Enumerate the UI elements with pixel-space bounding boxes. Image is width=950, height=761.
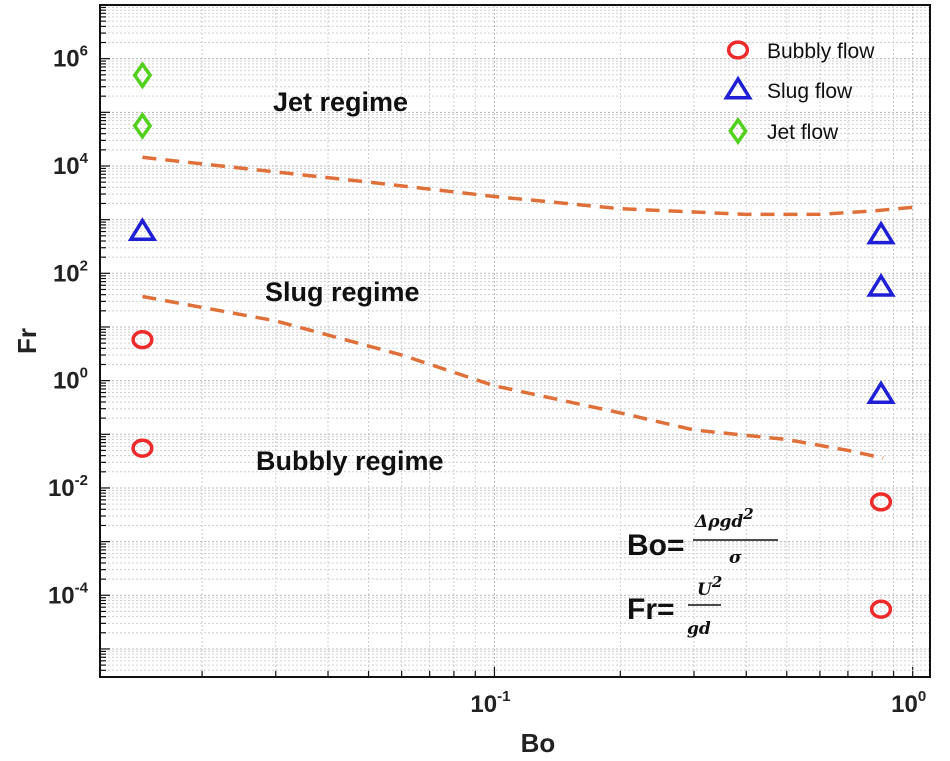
slug-flow-point — [127, 217, 158, 242]
legend-circle-symbol — [726, 40, 750, 60]
regime-label: Bubbly regime — [256, 446, 444, 476]
fr-formula-numerator: U2 — [697, 573, 722, 600]
bo-formula-denominator: σ — [729, 548, 742, 568]
y-tick-label: 100 — [53, 365, 88, 395]
slug-flow-point — [866, 380, 896, 405]
regime-boundary-line — [142, 294, 884, 460]
regime-boundaries — [142, 155, 913, 460]
regime-label: Slug regime — [265, 277, 420, 307]
fr-formula: Fr= U2 gd — [627, 573, 722, 639]
bubbly-flow-point — [131, 438, 154, 458]
y-tick-label: 102 — [53, 257, 88, 287]
jet-flow-point — [132, 61, 153, 90]
bubbly-flow-point — [131, 329, 154, 350]
x-tick-label: 10-1 — [470, 688, 510, 718]
slug-flow-point — [866, 272, 896, 297]
fr-formula-denominator: gd — [687, 619, 711, 639]
slug-flow-point — [866, 220, 896, 245]
bo-formula-lhs: Bo= — [627, 529, 685, 562]
legend-entry-label: Jet flow — [767, 121, 839, 144]
data-markers — [127, 61, 896, 619]
regime-label: Jet regime — [273, 87, 408, 117]
legend-entry-label: Bubbly flow — [767, 40, 875, 63]
bubbly-flow-point — [869, 492, 893, 512]
bo-formula-numerator: Δρgd2 — [694, 505, 754, 532]
legend-entry-label: Slug flow — [767, 80, 853, 103]
legend-diamond-symbol — [728, 116, 748, 146]
grid — [100, 5, 930, 677]
tick-labels: 10-4 10-2 100 102 104 106 10-1 100 — [48, 43, 926, 718]
y-tick-label: 10-2 — [48, 472, 88, 502]
regime-boundary-line — [142, 155, 913, 217]
y-tick-label: 106 — [53, 43, 88, 73]
legend: Bubbly flow Slug flow Jet flow — [723, 40, 875, 146]
y-tick-label: 104 — [53, 150, 89, 180]
bubbly-flow-point — [869, 599, 893, 619]
legend-triangle-symbol — [723, 75, 753, 100]
y-tick-label: 10-4 — [48, 579, 89, 609]
plot-frame — [99, 4, 931, 678]
y-axis-label: Fr — [12, 328, 42, 354]
x-axis-label: Bo — [521, 728, 556, 758]
fr-formula-lhs: Fr= — [627, 593, 675, 626]
jet-flow-point — [132, 111, 153, 140]
regime-annotations: Jet regime Slug regime Bubbly regime — [256, 87, 444, 476]
x-tick-label: 100 — [891, 688, 926, 718]
bo-formula: Bo= Δρgd2 σ — [627, 505, 778, 568]
